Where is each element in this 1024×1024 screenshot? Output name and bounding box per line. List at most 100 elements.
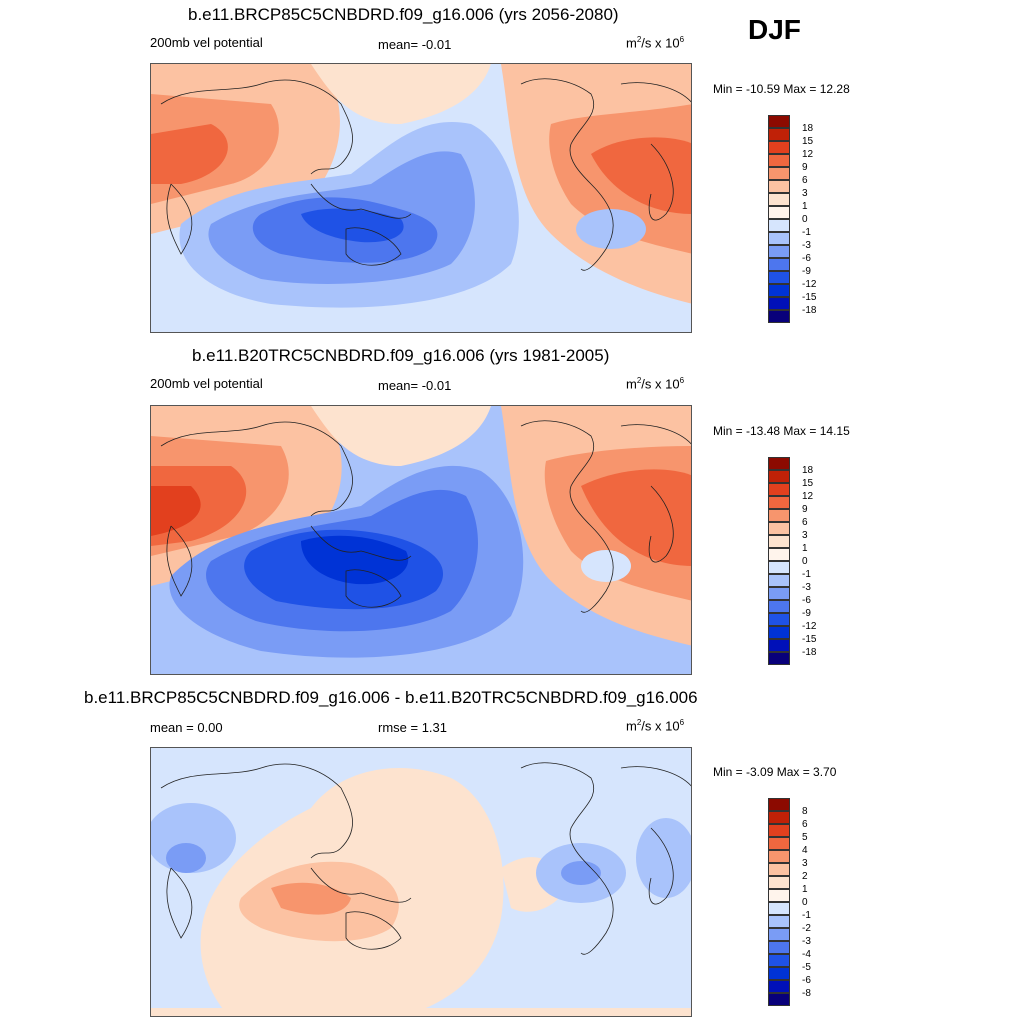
p3-cb-tick: -6 [802,975,811,986]
p3-cb-tick: -8 [802,988,811,999]
p1-cb-box [768,232,790,245]
p1-cb-tick: 18 [802,123,814,134]
p2-cb-tick: 1 [802,543,808,554]
panel3-map [150,747,692,1017]
p1-cb-box [768,180,790,193]
p3-cb-tick: 2 [802,871,808,882]
p3-cb-box [768,837,790,850]
panel1-title: b.e11.BRCP85C5CNBDRD.f09_g16.006 (yrs 20… [188,5,619,24]
p1-cb-tick: 1 [802,201,808,212]
p2-cb-tick: 12 [802,491,814,502]
p1-cb-tick: 9 [802,162,808,173]
panel2-units: m2/s x 106 [626,376,685,392]
p2-cb-tick: -18 [802,647,817,658]
panel1-center-label: mean= -0.01 [378,37,452,52]
p2-cb-box [768,483,790,496]
p3-field-pos-south [151,1008,691,1016]
p1-cb-tick: -6 [802,253,811,264]
p2-field-pos-west-peak [151,486,201,536]
p3-field-neg-samerica-core [561,861,601,885]
p2-field-neg-samerica [581,550,631,582]
p2-cb-box [768,548,790,561]
p2-cb-box [768,613,790,626]
p2-cb-box [768,652,790,665]
panel1-minmax: Min = -10.59 Max = 12.28 [713,82,850,96]
p3-cb-tick: 1 [802,884,808,895]
p3-cb-tick: 5 [802,832,808,843]
p3-cb-box [768,928,790,941]
panel2-left-label: 200mb vel potential [150,376,263,391]
panel3-left-label: mean = 0.00 [150,720,223,735]
p3-field-neg-africa [636,818,691,898]
p3-cb-box [768,915,790,928]
p2-cb-tick: 0 [802,556,808,567]
p1-cb-tick: -18 [802,305,817,316]
p3-cb-tick: 3 [802,858,808,869]
p1-cb-box [768,271,790,284]
p1-cb-box [768,297,790,310]
panel2-center-label: mean= -0.01 [378,378,452,393]
p3-cb-tick: -1 [802,910,811,921]
panel3-units: m2/s x 106 [626,718,685,734]
p3-cb-box [768,798,790,811]
p1-cb-box [768,245,790,258]
p1-cb-tick: 3 [802,188,808,199]
p2-cb-tick: 3 [802,530,808,541]
p1-field-weakpos-north [311,64,491,124]
panel3-center-label: rmse = 1.31 [378,720,448,735]
panel1-map [150,63,692,333]
p2-cb-box [768,561,790,574]
p2-coastlines [160,420,691,613]
p3-cb-box [768,954,790,967]
p1-coastlines [160,78,691,271]
p1-cb-box [768,219,790,232]
p3-cb-tick: -5 [802,962,811,973]
p3-cb-box [768,824,790,837]
p2-cb-tick: -12 [802,621,817,632]
p2-cb-box [768,639,790,652]
panel3-colorbar: 8 6 5 4 3 2 1 0 -1 -2 -3 -4 -5 -6 -8 [768,798,811,1013]
panel2-colorbar: 18 15 12 9 6 3 1 0 -1 -3 -6 -9 -12 -15 -… [768,457,816,672]
p2-cb-tick: -15 [802,634,817,645]
p2-field-neg-core [301,535,409,585]
p2-cb-box [768,574,790,587]
p3-cb-box [768,967,790,980]
p3-field-neg-west-core [166,843,206,873]
p3-cb-box [768,902,790,915]
p2-cb-box [768,457,790,470]
p1-cb-tick: 15 [802,136,814,147]
panel3-title: b.e11.BRCP85C5CNBDRD.f09_g16.006 - b.e11… [84,688,698,707]
p1-cb-box [768,141,790,154]
p2-cb-tick: -6 [802,595,811,606]
p1-field-pos-west-core [151,124,228,184]
p3-cb-box [768,863,790,876]
p3-cb-tick: 0 [802,897,808,908]
season-label: DJF [748,14,801,45]
p1-field-neg-samerica [576,209,646,249]
p1-cb-box [768,193,790,206]
p3-cb-box [768,941,790,954]
p3-cb-box [768,889,790,902]
p3-cb-tick: -4 [802,949,811,960]
panel3-minmax: Min = -3.09 Max = 3.70 [713,765,837,779]
p2-cb-box [768,600,790,613]
p1-cb-tick: -15 [802,292,817,303]
p1-field-neg-core [301,208,404,243]
panel2-title: b.e11.B20TRC5CNBDRD.f09_g16.006 (yrs 198… [192,346,610,365]
p3-cb-tick: 8 [802,806,808,817]
p2-cb-box [768,496,790,509]
p1-cb-tick: 0 [802,214,808,225]
p1-cb-tick: -3 [802,240,811,251]
p3-cb-tick: 6 [802,819,808,830]
p1-cb-tick: 6 [802,175,808,186]
p2-cb-tick: -9 [802,608,811,619]
p2-cb-box [768,509,790,522]
p2-cb-box [768,535,790,548]
p2-cb-tick: -1 [802,569,811,580]
p3-cb-box [768,876,790,889]
p2-field-weakpos-north [311,406,491,466]
p2-field-pos-east-core [581,469,691,566]
p1-cb-tick: 12 [802,149,814,160]
p1-cb-box [768,167,790,180]
p3-field-pos-core [271,882,351,915]
